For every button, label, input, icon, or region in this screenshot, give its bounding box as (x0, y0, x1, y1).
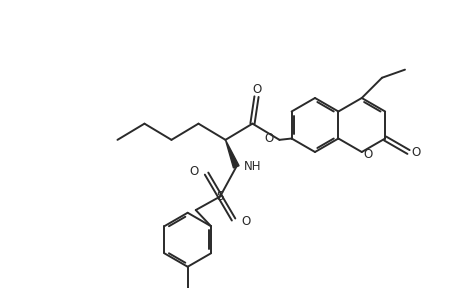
Text: NH: NH (244, 160, 262, 173)
Text: O: O (189, 165, 199, 178)
Text: O: O (252, 83, 261, 96)
Text: S: S (216, 190, 224, 203)
Text: O: O (411, 145, 420, 158)
Text: O: O (264, 132, 274, 145)
Polygon shape (225, 140, 239, 168)
Text: O: O (363, 149, 372, 162)
Text: O: O (242, 215, 251, 228)
